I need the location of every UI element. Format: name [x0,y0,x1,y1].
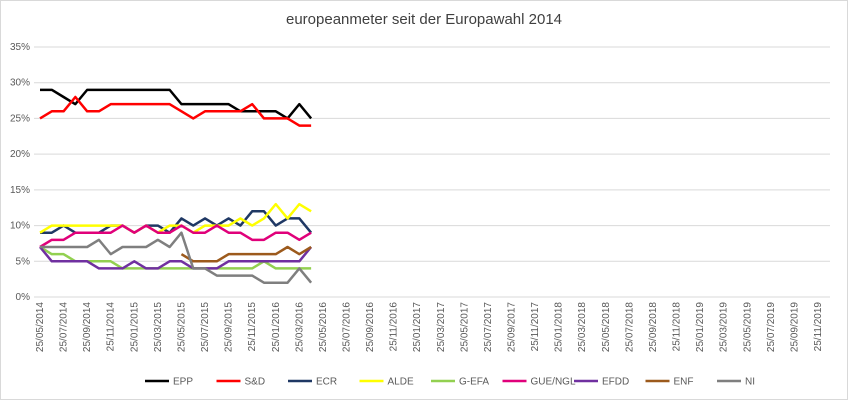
y-tick-label: 25% [10,113,30,124]
x-tick-label: 25/05/2014 [35,302,46,352]
x-tick-label: 25/09/2017 [507,302,518,352]
chart-title: europeanmeter seit der Europawahl 2014 [286,11,562,28]
series-line [39,246,313,270]
y-tick-label: 5% [16,256,31,267]
x-tick-label: 25/07/2015 [200,302,211,352]
x-tick-label: 25/07/2018 [624,302,635,352]
legend-label: G-EFA [459,377,489,388]
x-tick-label: 25/01/2015 [129,302,140,352]
y-tick-label: 0% [16,292,31,303]
x-tick-label: 25/11/2016 [389,302,400,352]
x-tick-label: 25/09/2016 [365,302,376,352]
x-tick-label: 25/03/2016 [294,302,305,352]
legend-label: GUE/NGL [531,377,576,388]
x-tick-label: 25/01/2019 [695,302,706,352]
x-tick-label: 25/07/2019 [766,302,777,352]
x-tick-label: 25/11/2014 [106,302,117,352]
legend-label: ECR [316,377,337,388]
y-tick-label: 10% [10,221,30,232]
x-tick-label: 25/09/2015 [224,302,235,352]
series-line [39,95,312,127]
x-tick-label: 25/05/2015 [176,302,187,352]
x-tick-label: 25/01/2016 [271,302,282,352]
x-tick-label: 25/03/2017 [436,302,447,352]
x-tick-label: 25/05/2017 [459,302,470,352]
x-tick-label: 25/11/2015 [247,302,258,352]
x-tick-label: 25/01/2018 [554,302,565,352]
x-tick-label: 25/11/2019 [813,302,824,352]
y-tick-label: 15% [10,185,30,196]
x-tick-label: 25/05/2016 [318,302,329,352]
x-tick-label: 25/11/2017 [530,302,541,352]
x-tick-label: 25/09/2019 [789,302,800,352]
x-tick-label: 25/03/2018 [577,302,588,352]
y-tick-label: 20% [10,149,30,160]
x-tick-label: 25/07/2017 [483,302,494,352]
legend-label: EPP [173,377,193,388]
y-tick-label: 30% [10,78,30,89]
legend-label: NI [745,377,755,388]
x-tick-label: 25/09/2014 [82,302,93,352]
x-tick-label: 25/09/2018 [648,302,659,352]
x-tick-label: 25/05/2018 [601,302,612,352]
legend-label: S&D [245,377,266,388]
series-line [40,88,313,120]
x-tick-label: 25/01/2017 [412,302,423,352]
legend-label: ENF [674,377,694,388]
x-tick-label: 25/11/2018 [672,302,683,352]
legend-label: EFDD [602,377,629,388]
series-line [40,231,313,284]
series-line [180,245,312,263]
y-tick-label: 35% [10,42,30,53]
legend-label: ALDE [388,377,414,388]
series-line [39,224,312,249]
x-tick-label: 25/03/2015 [153,302,164,352]
x-tick-label: 25/07/2016 [341,302,352,352]
series-line [39,202,312,234]
x-tick-label: 25/05/2019 [742,302,753,352]
x-tick-label: 25/07/2014 [59,302,70,352]
x-tick-label: 25/03/2019 [719,302,730,352]
